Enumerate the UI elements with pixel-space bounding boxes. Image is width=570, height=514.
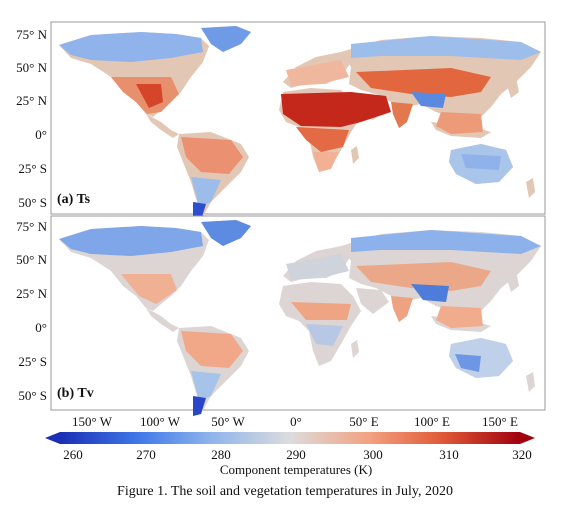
lon-tick-label: 0° <box>290 414 302 429</box>
colorbar-title: Component temperatures (K) <box>220 462 372 477</box>
colorbar-tick-label: 280 <box>211 447 231 462</box>
lat-tick-label: 75° N <box>16 219 47 234</box>
lat-tick-label: 50° S <box>18 195 47 210</box>
colorbar-tick-label: 270 <box>136 447 156 462</box>
lat-tick-label: 25° S <box>18 161 47 176</box>
vegetation-temperature-map <box>59 220 541 416</box>
colorbar-tick-label: 300 <box>363 447 383 462</box>
lat-axis-b: 75° N 50° N 25° N 0° 25° S 50° S <box>16 219 47 403</box>
soil-temperature-map <box>59 26 541 222</box>
lat-tick-label: 50° N <box>16 252 47 267</box>
panel-b-label: (b) Tv <box>57 386 94 401</box>
lat-tick-label: 50° S <box>18 388 47 403</box>
figure-caption: Figure 1. The soil and vegetation temper… <box>117 484 453 499</box>
panel-a: (a) Ts <box>50 21 546 222</box>
lat-tick-label: 0° <box>35 320 47 335</box>
colorbar-right-arrow <box>520 432 535 444</box>
lat-tick-label: 25° N <box>16 93 47 108</box>
colorbar: 260 270 280 290 300 310 320 Component te… <box>45 432 535 477</box>
colorbar-tick-label: 260 <box>63 447 83 462</box>
lon-tick-label: 150° E <box>482 414 518 429</box>
lat-axis-a: 75° N 50° N 25° N 0° 25° S 50° S <box>16 27 47 210</box>
lon-tick-label: 100° E <box>414 414 450 429</box>
lon-tick-label: 50° E <box>349 414 378 429</box>
colorbar-ticks: 260 270 280 290 300 310 320 <box>63 447 532 462</box>
colorbar-tick-label: 320 <box>512 447 532 462</box>
lat-tick-label: 25° S <box>18 354 47 369</box>
lon-tick-label: 150° W <box>72 414 113 429</box>
lon-tick-label: 100° W <box>140 414 181 429</box>
colorbar-tick-label: 310 <box>439 447 459 462</box>
panel-a-label: (a) Ts <box>57 192 91 207</box>
colorbar-left-arrow <box>45 432 60 444</box>
lat-tick-label: 50° N <box>16 60 47 75</box>
lon-axis: 150° W 100° W 50° W 0° 50° E 100° E 150°… <box>72 414 518 429</box>
panel-b: (b) Tv <box>50 215 546 416</box>
colorbar-tick-label: 290 <box>286 447 306 462</box>
colorbar-gradient <box>60 432 520 444</box>
lon-tick-label: 50° W <box>211 414 245 429</box>
lat-tick-label: 75° N <box>16 27 47 42</box>
lat-tick-label: 0° <box>35 127 47 142</box>
lat-tick-label: 25° N <box>16 286 47 301</box>
